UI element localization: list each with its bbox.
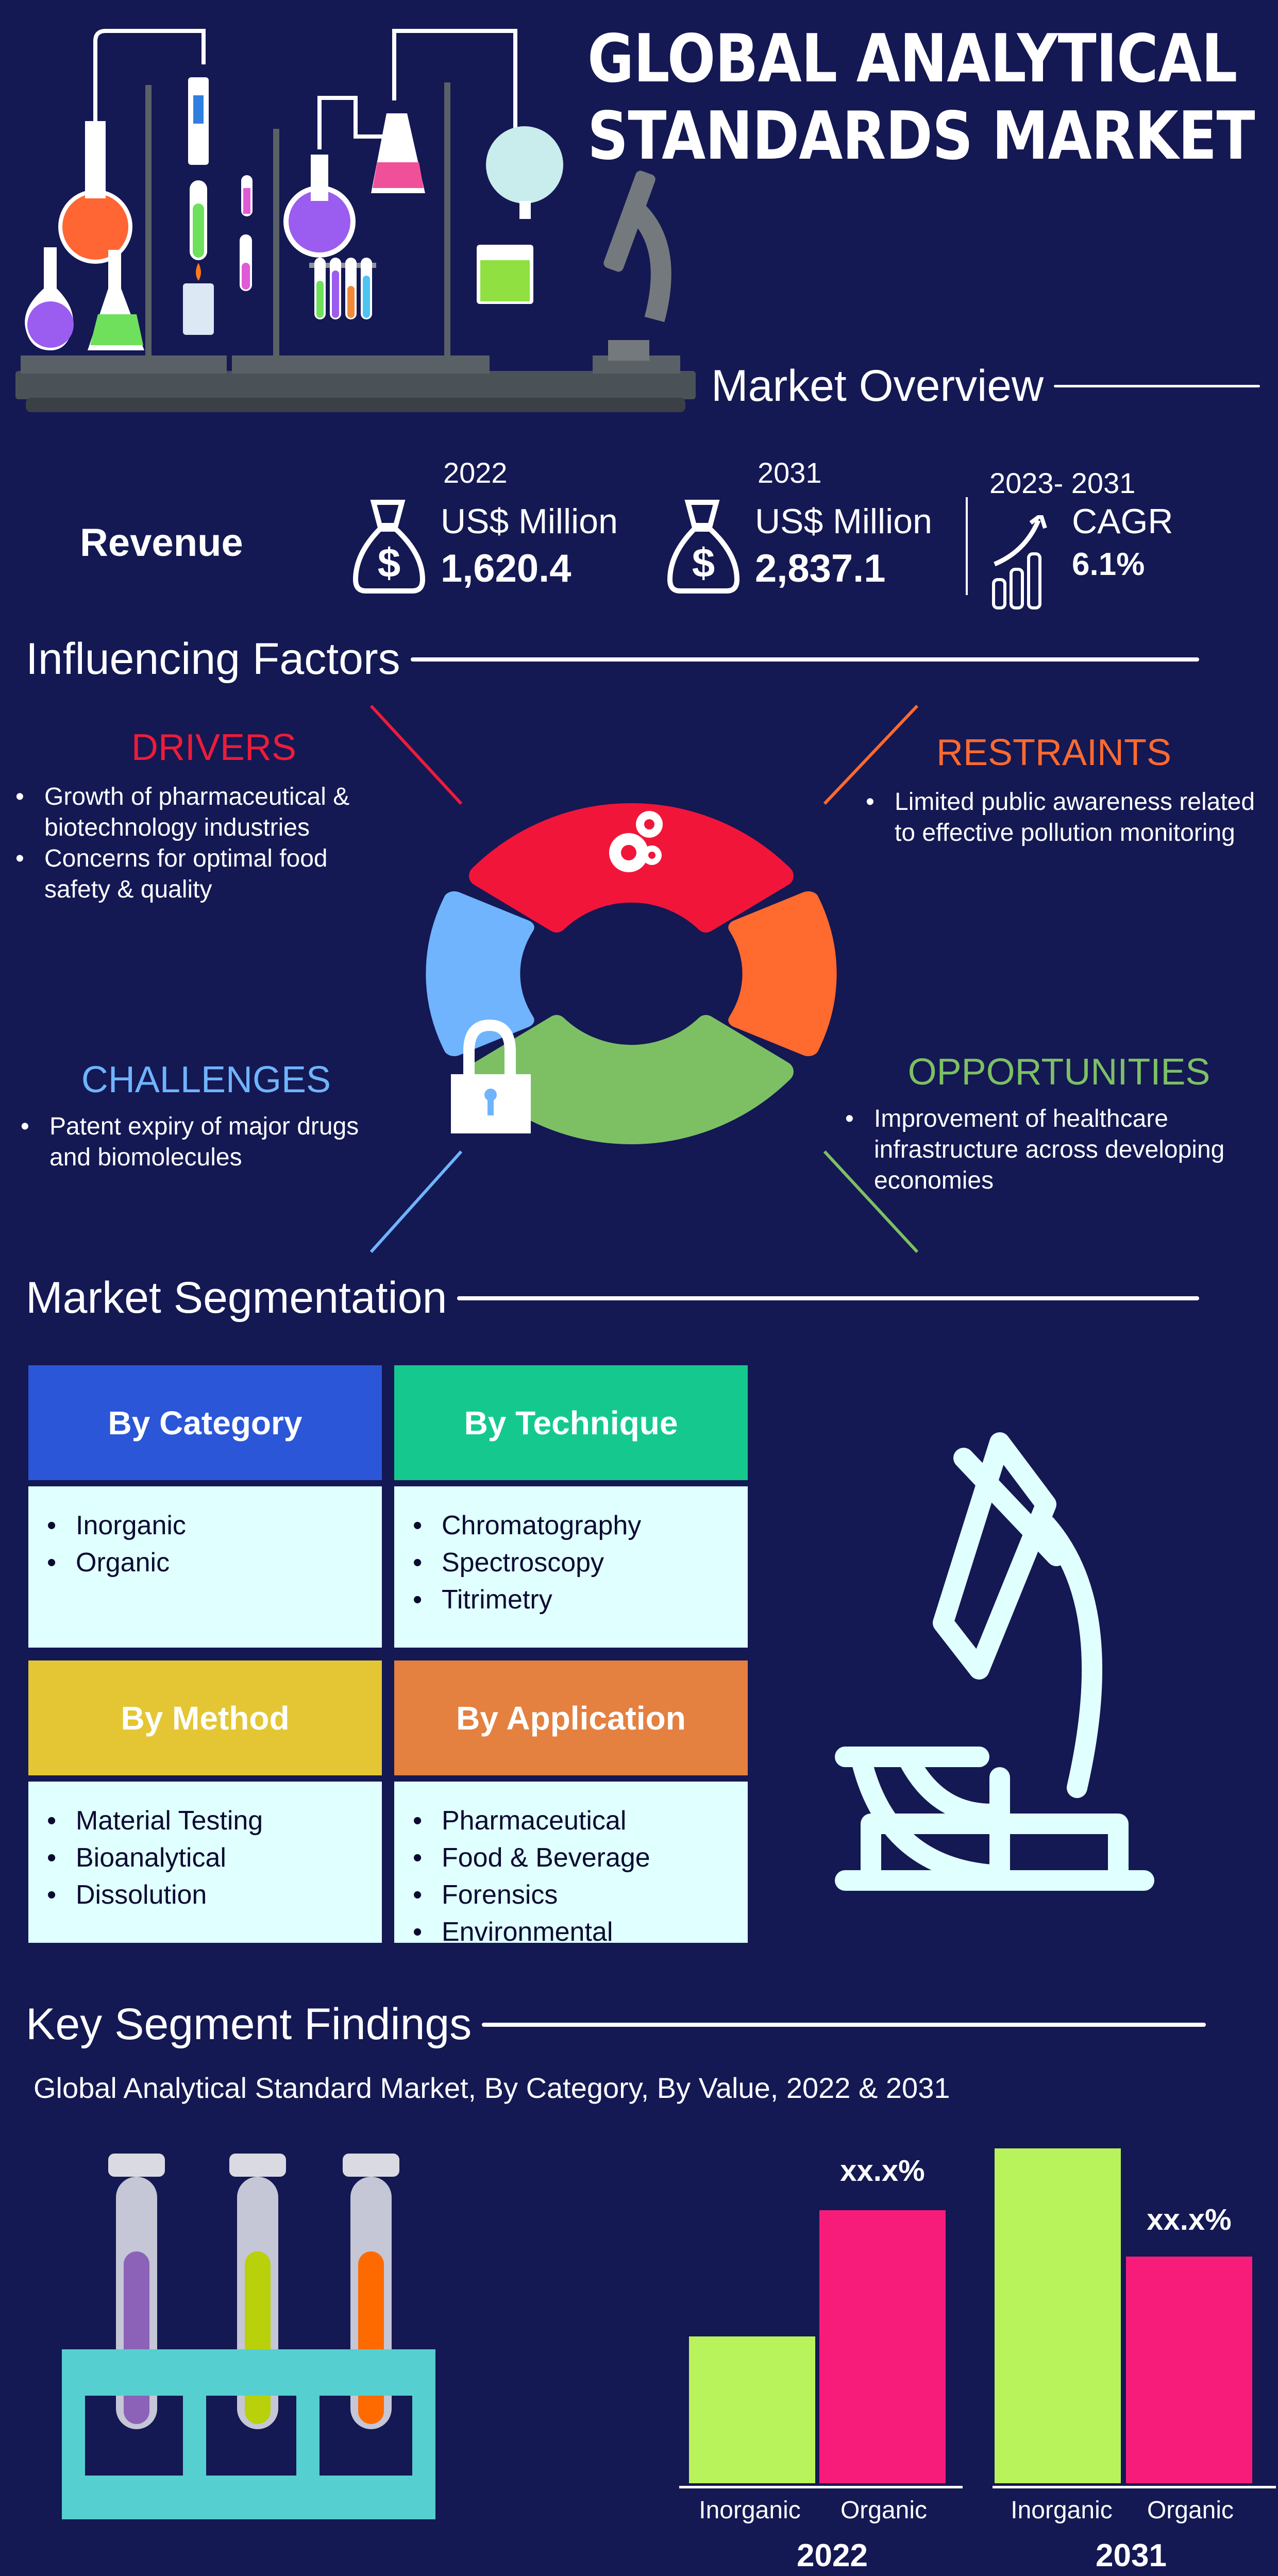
opportunities-title: OPPORTUNITIES (907, 1052, 1210, 1093)
x-label: Inorganic (699, 2497, 801, 2524)
divider-line (1054, 385, 1260, 387)
list-item: Material Testing (47, 1802, 382, 1839)
list-item: Concerns for optimal food safety & quali… (15, 843, 386, 905)
list-item: Inorganic (47, 1507, 382, 1544)
list-item: Food & Beverage (413, 1839, 748, 1876)
cagr-block: 2023- 2031 CAGR 6.1% (989, 466, 1247, 621)
x-label: Organic (840, 2497, 928, 2524)
restraints-title: RESTRAINTS (936, 732, 1172, 773)
bar-inorganic-2031 (995, 2148, 1121, 2483)
growth-chart-icon (992, 515, 1047, 609)
restraints-list: Limited public awareness related to effe… (866, 787, 1257, 849)
section-title: Influencing Factors (26, 634, 400, 684)
category-chart-title: Global Analytical Standard Market, By Ca… (33, 2072, 950, 2104)
segment-body-technique: Chromatography Spectroscopy Titrimetry (394, 1486, 748, 1648)
segment-body-category: Inorganic Organic (28, 1486, 382, 1648)
list-item: Organic (47, 1544, 382, 1581)
key-segment-findings-heading: Key Segment Findings (26, 1999, 1206, 2050)
category-chart-2031: xx.x% (995, 2107, 1278, 2483)
drivers-block: DRIVERS Growth of pharmaceutical & biote… (15, 726, 386, 905)
data-label: xx.x% (1147, 2203, 1232, 2236)
cagr-value: 6.1% (1072, 547, 1145, 582)
category-chart-2022: xx.x% (680, 2107, 946, 2483)
factors-ring (369, 704, 919, 1253)
segment-header-category: By Category (28, 1365, 382, 1480)
list-item: Spectroscopy (413, 1544, 748, 1581)
list-item: Patent expiry of major drugs and biomole… (21, 1111, 392, 1173)
x-label: Inorganic (1011, 2497, 1113, 2524)
segment-header-technique: By Technique (394, 1365, 748, 1480)
section-title: Key Segment Findings (26, 1999, 472, 2049)
drivers-list: Growth of pharmaceutical & biotechnology… (15, 782, 386, 905)
data-label: xx.x% (840, 2154, 925, 2188)
svg-text:$: $ (378, 540, 401, 586)
unit-label: CAGR (1072, 502, 1173, 541)
challenges-title: CHALLENGES (81, 1059, 331, 1100)
revenue-2031: 2031 $ US$ Million 2,837.1 (665, 456, 953, 611)
revenue-value: 2,837.1 (755, 547, 886, 590)
list-item: Dissolution (47, 1876, 382, 1913)
influencing-factors-heading: Influencing Factors (26, 634, 1199, 685)
challenges-list: Patent expiry of major drugs and biomole… (21, 1111, 392, 1173)
list-item: Bioanalytical (47, 1839, 382, 1876)
revenue-label: Revenue (80, 521, 243, 565)
test-tubes-rack-illustration (62, 2154, 435, 2519)
opportunities-list: Improvement of healthcare infrastructure… (845, 1104, 1273, 1196)
svg-text:$: $ (692, 540, 715, 586)
list-item: Environmental (413, 1913, 748, 1951)
drivers-title: DRIVERS (131, 727, 297, 768)
list-item: Chromatography (413, 1507, 748, 1544)
section-title: Market Segmentation (26, 1273, 447, 1323)
bar-organic-2022 (819, 2210, 946, 2483)
vertical-divider (966, 497, 968, 595)
segment-body-method: Material Testing Bioanalytical Dissoluti… (28, 1782, 382, 1943)
challenges-block: CHALLENGES Patent expiry of major drugs … (21, 1059, 392, 1173)
divider-line (410, 657, 1199, 662)
list-item: Limited public awareness related to effe… (866, 787, 1257, 849)
restraints-block: RESTRAINTS Limited public awareness rela… (866, 732, 1257, 849)
money-bag-icon: $ (352, 500, 426, 594)
year-label: 2023- 2031 (989, 467, 1136, 499)
page-title: GLOBAL ANALYTICAL STANDARDS MARKET (587, 21, 1255, 175)
year-label: 2022 (443, 456, 508, 489)
bar-organic-2031 (1126, 2257, 1252, 2483)
year-label: 2031 (758, 456, 822, 489)
year-label: 2031 (1096, 2538, 1167, 2573)
segment-body-application: Pharmaceutical Food & Beverage Forensics… (394, 1782, 748, 1951)
microscope-icon (835, 1432, 1154, 1891)
axis-line (679, 2486, 963, 2488)
challenges-segment (426, 891, 534, 1056)
padlock-icon (451, 1019, 531, 1133)
list-item: Pharmaceutical (413, 1802, 748, 1839)
market-segmentation-heading: Market Segmentation (26, 1273, 1200, 1324)
segment-header-application: By Application (394, 1660, 748, 1775)
segment-header-method: By Method (28, 1660, 382, 1775)
unit-label: US$ Million (755, 502, 932, 541)
opportunities-block: OPPORTUNITIES Improvement of healthcare … (845, 1051, 1273, 1196)
revenue-value: 1,620.4 (441, 547, 571, 590)
divider-line (482, 2022, 1206, 2027)
divider-line (457, 1296, 1200, 1300)
list-item: Titrimetry (413, 1581, 748, 1618)
year-label: 2022 (797, 2538, 868, 2573)
section-title: Market Overview (711, 361, 1044, 411)
gears-icon (609, 811, 663, 872)
list-item: Improvement of healthcare infrastructure… (845, 1104, 1273, 1196)
lab-illustration (5, 10, 696, 412)
list-item: Forensics (413, 1876, 748, 1913)
axis-line (993, 2486, 1276, 2488)
money-bag-icon: $ (667, 500, 740, 594)
opportunities-segment (469, 1015, 794, 1144)
restraints-segment (728, 891, 837, 1056)
x-label: Organic (1147, 2497, 1234, 2524)
list-item: Growth of pharmaceutical & biotechnology… (15, 782, 386, 843)
market-overview-heading: Market Overview (711, 361, 1260, 412)
unit-label: US$ Million (441, 502, 618, 541)
bar-inorganic-2022 (689, 2336, 815, 2483)
revenue-2022: 2022 $ US$ Million 1,620.4 (350, 456, 639, 611)
